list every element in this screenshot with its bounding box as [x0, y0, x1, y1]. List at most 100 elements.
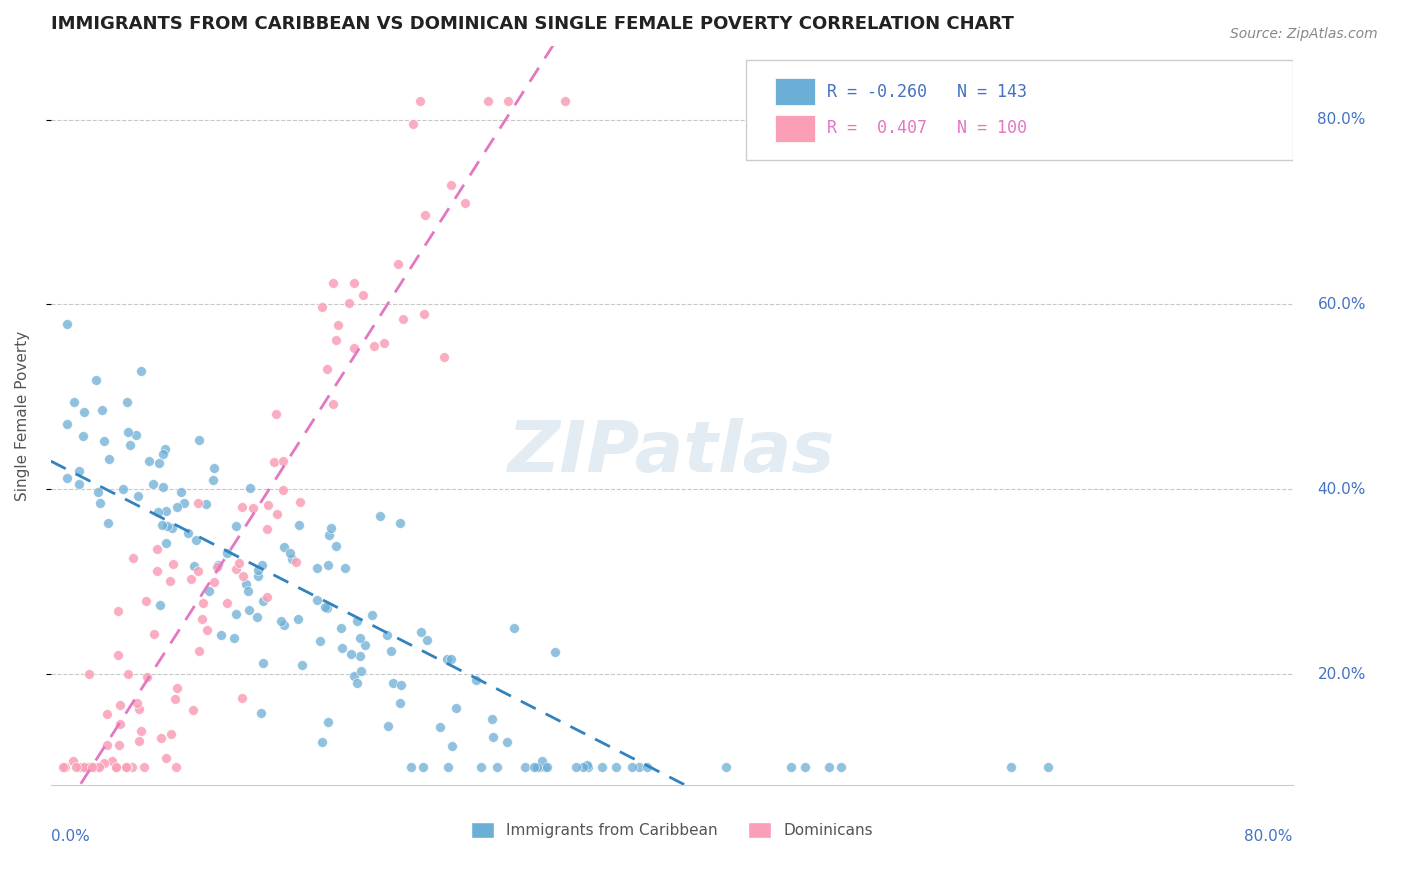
- Point: [464, 673, 486, 687]
- Point: [305, 593, 328, 607]
- Point: [55, 318, 77, 332]
- Point: [346, 675, 368, 690]
- Point: [215, 596, 238, 610]
- Point: [184, 533, 207, 547]
- Point: [129, 364, 152, 378]
- Point: [121, 759, 143, 773]
- Point: [107, 648, 129, 662]
- Point: [188, 434, 211, 448]
- Point: [125, 428, 148, 442]
- Point: [436, 759, 458, 773]
- Point: [436, 652, 458, 666]
- Point: [536, 759, 558, 773]
- Point: [578, 759, 600, 773]
- Point: [107, 739, 129, 753]
- Point: [413, 208, 436, 222]
- Point: [97, 451, 120, 466]
- Text: R = -0.260   N = 143: R = -0.260 N = 143: [827, 83, 1026, 101]
- Point: [225, 607, 247, 621]
- Point: [236, 584, 259, 599]
- Point: [316, 715, 339, 730]
- Point: [605, 759, 627, 773]
- Point: [287, 518, 309, 533]
- Point: [83, 759, 105, 773]
- Point: [73, 759, 96, 773]
- Point: [246, 569, 269, 583]
- Point: [209, 628, 232, 642]
- Point: [368, 508, 391, 523]
- Point: [231, 691, 253, 706]
- Point: [440, 652, 463, 666]
- Point: [350, 664, 373, 678]
- Point: [408, 94, 430, 108]
- Point: [257, 499, 280, 513]
- Point: [387, 257, 409, 271]
- Point: [416, 633, 439, 648]
- Point: [315, 600, 337, 615]
- Point: [1036, 759, 1059, 773]
- Point: [411, 625, 433, 640]
- Point: [96, 738, 118, 752]
- Point: [177, 525, 200, 540]
- Point: [252, 558, 274, 572]
- Point: [155, 504, 177, 518]
- Point: [128, 702, 150, 716]
- Point: [238, 603, 260, 617]
- Point: [389, 696, 412, 710]
- Point: [273, 540, 295, 554]
- Point: [86, 485, 108, 500]
- Point: [198, 584, 221, 599]
- Point: [250, 706, 273, 720]
- Point: [89, 495, 111, 509]
- Point: [83, 759, 105, 773]
- Point: [534, 759, 557, 773]
- Point: [340, 647, 363, 661]
- Point: [308, 633, 330, 648]
- Point: [193, 597, 215, 611]
- Point: [482, 730, 505, 744]
- Point: [143, 626, 166, 640]
- Point: [87, 759, 110, 773]
- Point: [138, 454, 160, 468]
- Text: R =  0.407   N = 100: R = 0.407 N = 100: [827, 120, 1026, 137]
- Point: [620, 759, 643, 773]
- Point: [225, 519, 247, 533]
- Point: [96, 706, 118, 721]
- Point: [202, 473, 225, 487]
- Point: [389, 516, 412, 531]
- Point: [305, 561, 328, 575]
- Point: [714, 759, 737, 773]
- Point: [72, 759, 94, 773]
- Point: [146, 505, 169, 519]
- Point: [314, 599, 336, 614]
- Point: [311, 301, 333, 315]
- Point: [329, 622, 352, 636]
- Point: [117, 666, 139, 681]
- Point: [225, 561, 247, 575]
- Point: [215, 546, 238, 560]
- Point: [152, 518, 174, 533]
- Point: [187, 496, 209, 510]
- Point: [1000, 759, 1022, 773]
- Point: [107, 604, 129, 618]
- Point: [373, 335, 395, 350]
- Point: [91, 402, 114, 417]
- Point: [165, 759, 187, 773]
- Point: [486, 759, 509, 773]
- Point: [80, 759, 103, 773]
- Point: [794, 759, 817, 773]
- Point: [544, 645, 567, 659]
- Point: [117, 425, 139, 439]
- Legend: Immigrants from Caribbean, Dominicans: Immigrants from Caribbean, Dominicans: [464, 816, 879, 844]
- Point: [160, 727, 183, 741]
- Point: [121, 550, 143, 565]
- Point: [343, 669, 366, 683]
- Point: [100, 754, 122, 768]
- Point: [433, 350, 456, 364]
- Point: [575, 758, 598, 772]
- Point: [527, 759, 550, 773]
- FancyBboxPatch shape: [775, 115, 814, 142]
- Point: [77, 759, 100, 773]
- Point: [97, 516, 120, 530]
- Point: [235, 577, 257, 591]
